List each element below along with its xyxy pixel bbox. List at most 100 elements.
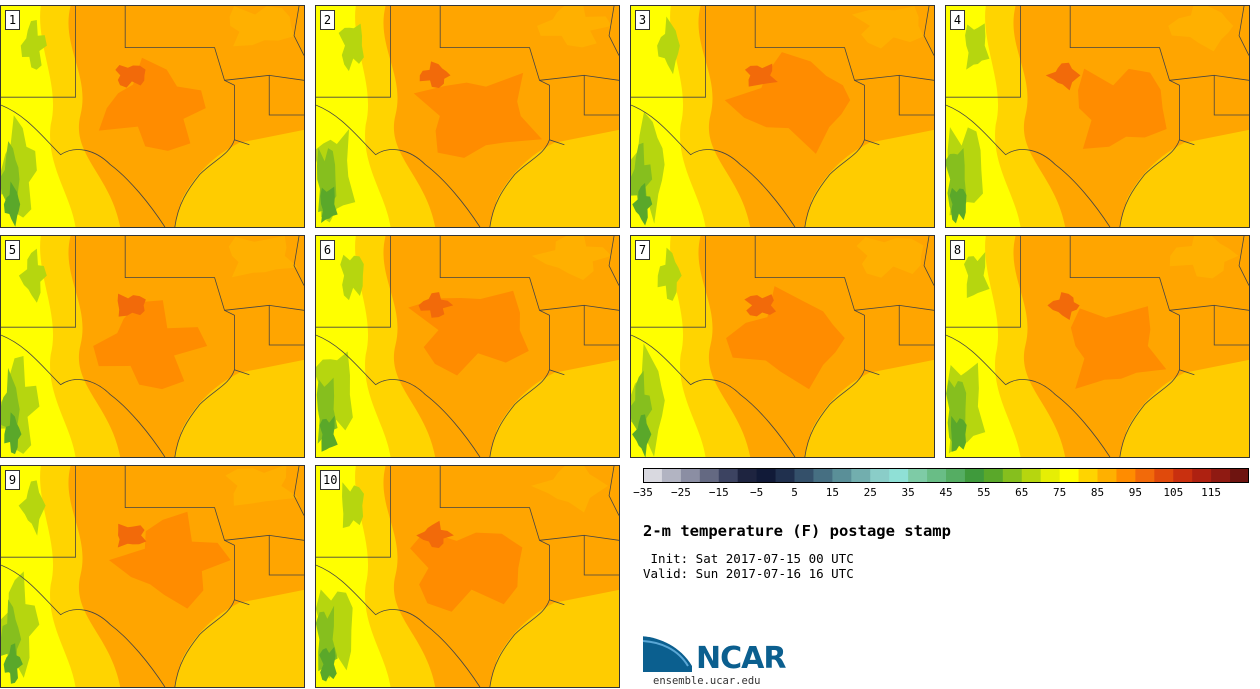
panel-member-number: 7 — [635, 240, 650, 260]
colorbar-segment — [1230, 468, 1249, 483]
temperature-region — [115, 64, 146, 88]
boundary-line — [946, 236, 1021, 328]
boundary-line — [293, 6, 304, 56]
boundary-line — [1169, 304, 1249, 346]
temperature-region — [804, 359, 934, 457]
panel-member-number: 8 — [950, 240, 965, 260]
panel-member-number: 2 — [320, 10, 335, 30]
colorbar-outline — [643, 468, 1249, 483]
boundary-line — [1119, 139, 1180, 227]
colorbar-segment — [661, 468, 682, 483]
boundary-line — [1169, 74, 1249, 116]
temperature-region — [632, 414, 652, 457]
boundary-line — [1, 6, 76, 98]
boundary-line — [489, 369, 550, 457]
map-panel: 7 — [630, 235, 935, 458]
map-panel: 8 — [945, 235, 1250, 458]
colorbar-tick-label: 95 — [1128, 486, 1143, 499]
temperature-region — [724, 52, 851, 154]
map-panel: 6 — [315, 235, 620, 458]
colorbar-segment — [1116, 468, 1136, 483]
boundary-line — [224, 534, 304, 576]
temperature-region — [530, 466, 609, 513]
valid-time: Valid: Sun 2017-07-16 16 UTC — [643, 566, 854, 581]
boundary-line — [923, 6, 934, 56]
boundary-line — [316, 334, 481, 457]
boundary-line — [631, 236, 706, 328]
colorbar-segment — [680, 468, 701, 483]
colorbar-segment — [927, 468, 947, 483]
colorbar-tick-label: −15 — [708, 486, 729, 499]
temperature-region — [418, 292, 454, 318]
panel-member-number: 10 — [320, 470, 341, 490]
colorbar-tick-labels: −35 −25 −15 −5 5 15 25 35 45 55 65 75 85 95 105 115 — [633, 484, 1249, 502]
temperature-region — [1169, 236, 1239, 279]
panel-member-number: 3 — [635, 10, 650, 30]
boundary-line — [608, 236, 619, 286]
colorbar-tick-label: 45 — [939, 486, 953, 499]
init-time: Init: Sat 2017-07-15 00 UTC — [643, 551, 854, 566]
temperature-region — [3, 643, 23, 684]
temperature-field — [1, 6, 304, 227]
boundary-line — [608, 6, 619, 56]
colorbar-tick-label: 5 — [791, 486, 798, 499]
boundary-line — [804, 139, 865, 227]
temperature-region — [1168, 6, 1234, 52]
boundary-line — [1, 236, 76, 328]
map-panel: 4 — [945, 5, 1250, 228]
boundary-line — [316, 6, 391, 98]
temperature-region — [949, 187, 967, 224]
map-panel: 1 — [0, 5, 305, 228]
colorbar-segment — [851, 468, 871, 483]
panel-member-number: 4 — [950, 10, 965, 30]
temperature-region — [631, 142, 653, 214]
colorbar-segment — [1002, 468, 1023, 483]
colorbar-tick-label: −35 — [633, 486, 653, 499]
boundary-line — [1214, 74, 1249, 81]
panel-member-number: 6 — [320, 240, 335, 260]
temperature-region — [631, 370, 653, 449]
colorbar-segment — [643, 468, 663, 483]
boundary-line — [1238, 236, 1249, 286]
boundary-line — [316, 564, 481, 687]
temperature-region — [174, 589, 304, 687]
temperature-region — [1, 115, 37, 218]
boundary-line — [946, 6, 1021, 98]
colorbar-segment — [1021, 468, 1042, 483]
colorbar-tick-label: 15 — [825, 486, 840, 499]
temperature-region — [3, 181, 21, 227]
ensemble-url: ensemble.ucar.edu — [653, 675, 761, 687]
temperature-region — [657, 247, 682, 301]
boundary-line — [899, 74, 934, 81]
ncar-logo-text: NCAR — [696, 641, 786, 676]
temperature-field — [631, 6, 934, 227]
map-panel: 2 — [315, 5, 620, 228]
colorbar-segment — [699, 468, 720, 483]
colorbar-tick-label: 115 — [1201, 486, 1222, 499]
boundary-line — [1, 104, 166, 227]
plot-title: 2-m temperature (F) postage stamp — [643, 522, 951, 540]
boundary-line — [269, 534, 304, 541]
temperature-region — [804, 129, 934, 227]
temperature-region — [342, 482, 364, 529]
temperature-region — [489, 359, 619, 457]
temperature-region — [489, 129, 619, 227]
temperature-region — [632, 182, 653, 226]
temperature-region — [1070, 306, 1167, 389]
boundary-line — [539, 74, 619, 116]
temperature-region — [657, 16, 680, 75]
temperature-region — [98, 57, 206, 151]
temperature-field — [316, 236, 619, 457]
colorbar-segment — [1173, 468, 1193, 483]
colorbar-segment — [794, 468, 814, 483]
temperature-field — [1, 466, 304, 687]
colorbar-tick-label: 85 — [1090, 486, 1105, 499]
temperature-region — [18, 248, 47, 303]
temperature-region — [225, 466, 299, 506]
boundary-line — [631, 104, 796, 227]
boundary-line — [224, 74, 304, 116]
temperature-region — [338, 23, 364, 72]
panel-member-number: 1 — [5, 10, 20, 30]
boundary-line — [854, 304, 934, 346]
boundary-line — [174, 139, 235, 227]
